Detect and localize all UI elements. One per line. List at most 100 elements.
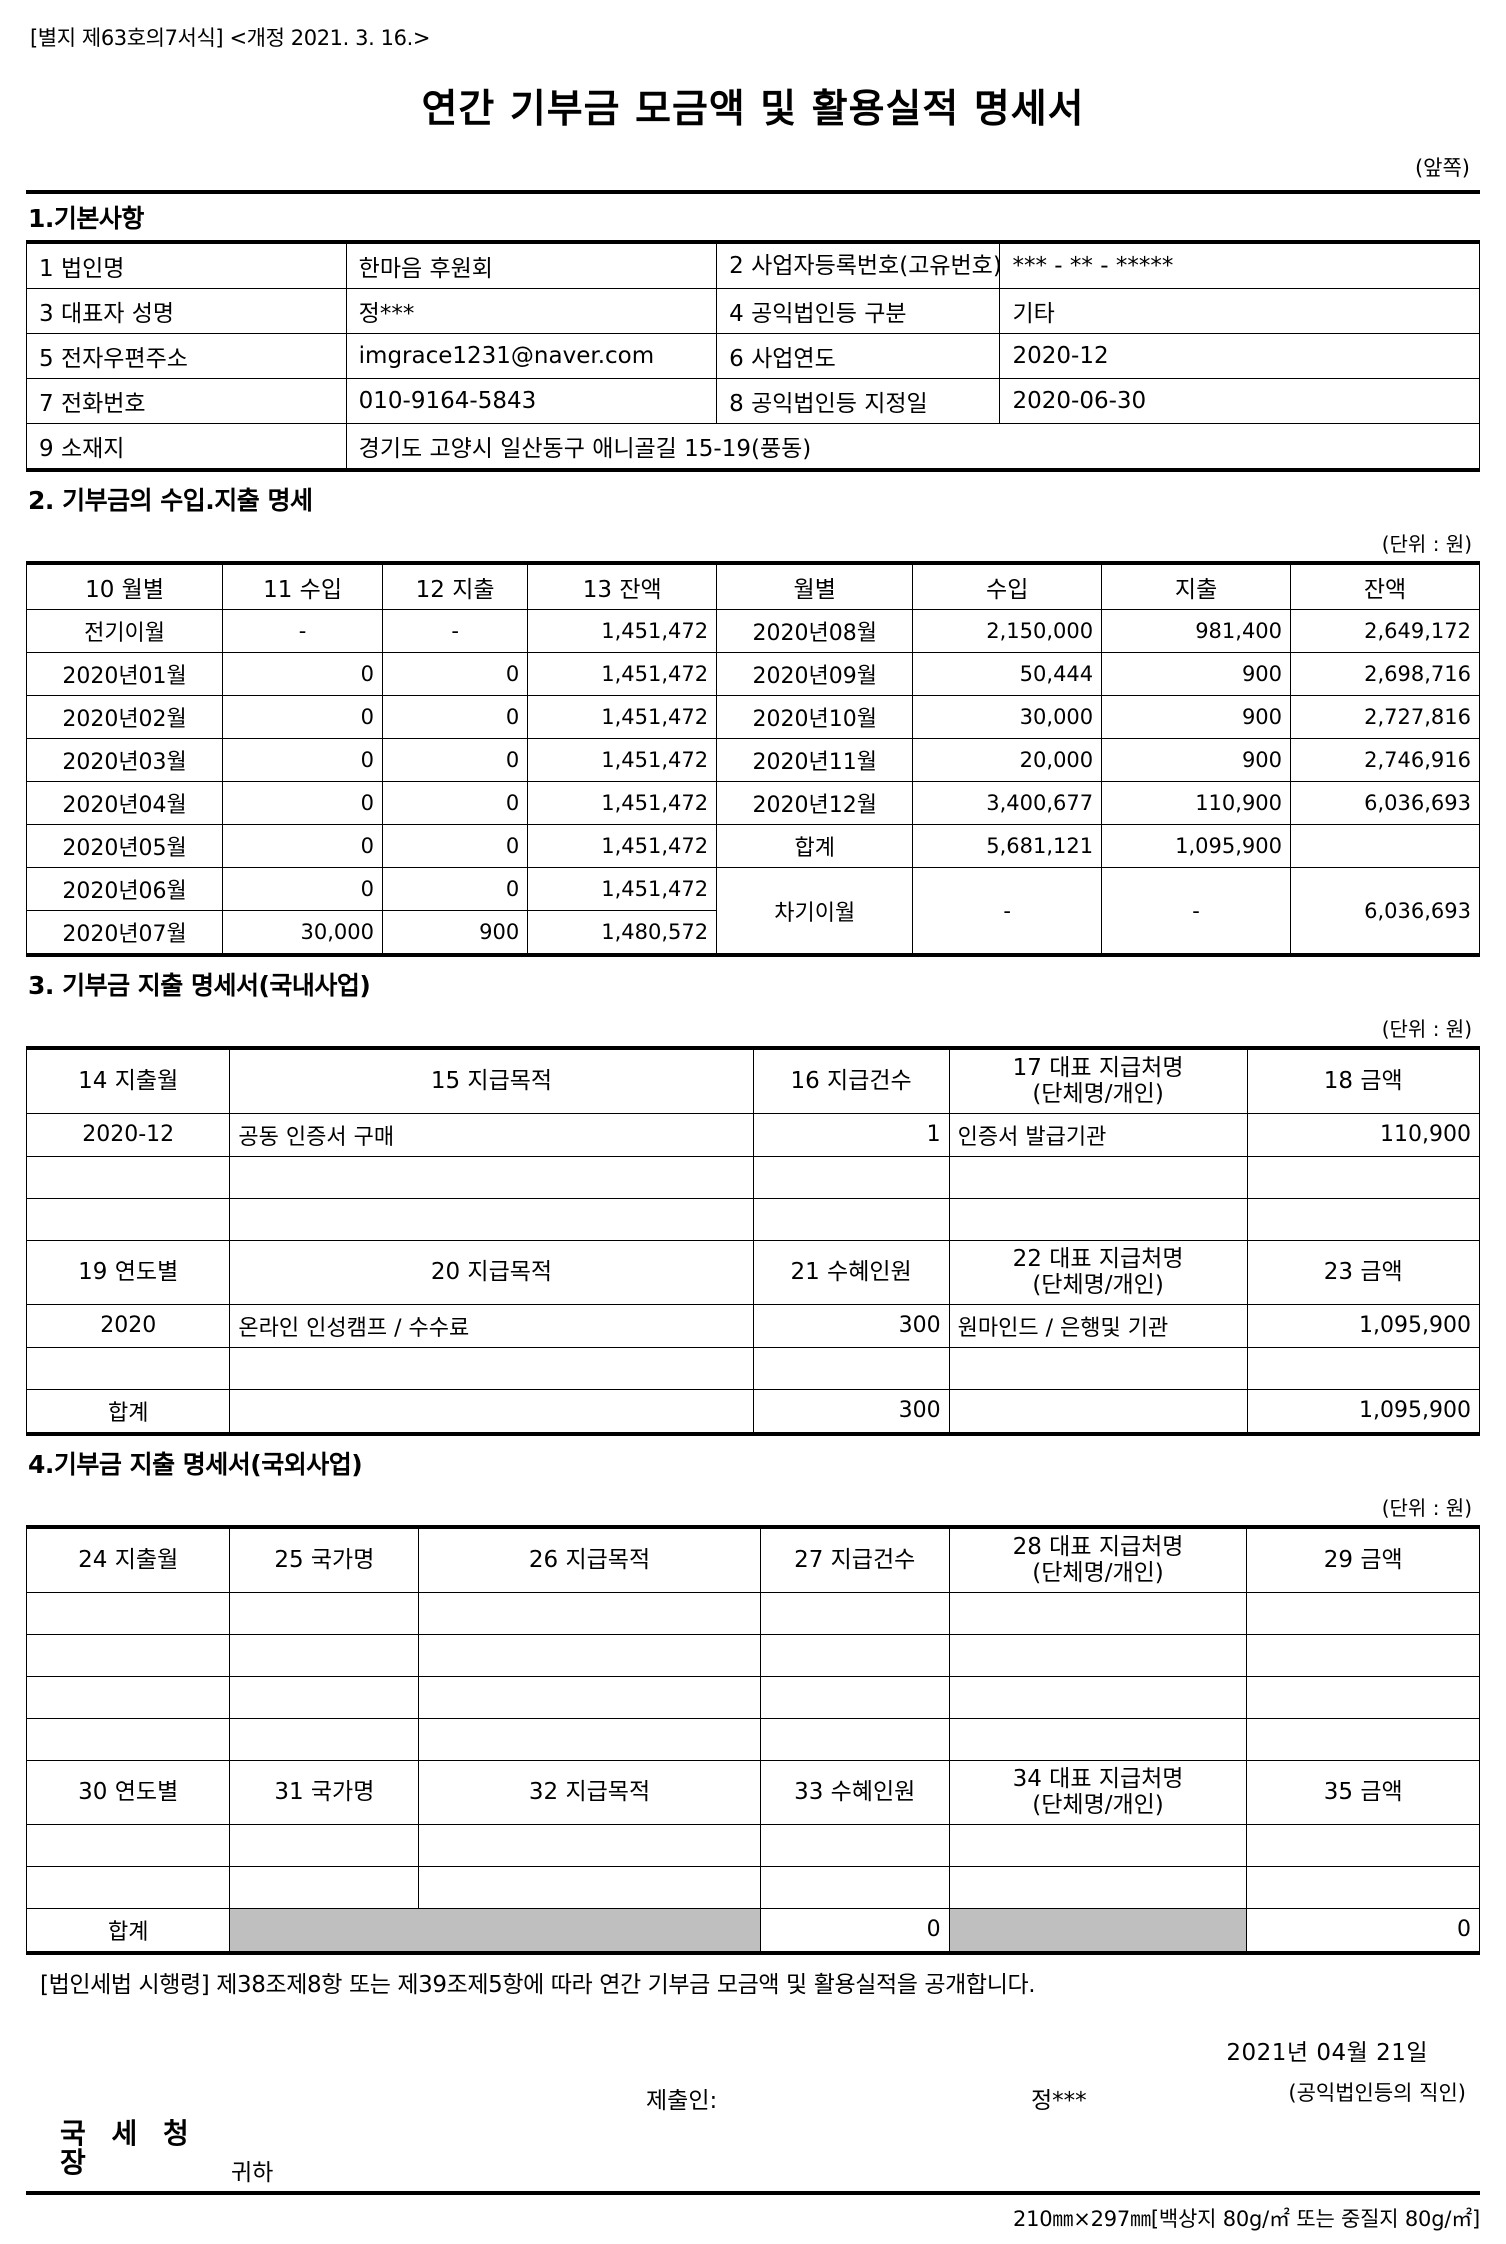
submission-date: 2021년 04월 21일 bbox=[1226, 2039, 1428, 2066]
col-header-year: 19 연도별 bbox=[25, 1239, 231, 1305]
cell-payment-purpose-overseas bbox=[418, 1633, 761, 1677]
recipient-agency: 국 세 청 장 bbox=[60, 2116, 197, 2179]
field-label-corp-name: 1 법인명 bbox=[26, 241, 347, 289]
cell-month: 2020년04월 bbox=[25, 781, 224, 825]
col-header-payee-line2: (단체명/개인) bbox=[1032, 1081, 1164, 1108]
cell-payee-overseas bbox=[948, 1717, 1248, 1761]
cell-year-overseas bbox=[25, 1823, 231, 1867]
col-header-balance-right: 잔액 bbox=[1290, 562, 1480, 610]
table-row: 전기이월 - - 1,451,472 2020년08월 2,150,000 98… bbox=[25, 609, 1480, 653]
cell-country bbox=[229, 1591, 420, 1635]
cell-payee-yearly: 원마인드 / 은행및 기관 bbox=[948, 1303, 1248, 1348]
cell-balance: 1,451,472 bbox=[527, 738, 718, 782]
cell-payment-purpose-yearly bbox=[229, 1346, 754, 1390]
section-3-heading: 3. 기부금 지출 명세서(국내사업) bbox=[28, 971, 371, 1000]
cell-payment-count: 1 bbox=[752, 1112, 950, 1157]
table-row bbox=[25, 1865, 1480, 1909]
field-value-corp-name: 한마음 후원회 bbox=[345, 241, 718, 289]
table-total-row: 합계 300 1,095,900 bbox=[25, 1388, 1480, 1435]
cell-total-label-overseas: 합계 bbox=[25, 1907, 231, 1953]
cell-country bbox=[229, 1717, 420, 1761]
signature-block: 2021년 04월 21일 제출인: 정*** (공익법인등의 직인) 국 세 … bbox=[26, 2033, 1480, 2186]
cell-expense: 900 bbox=[1101, 652, 1292, 696]
section-1-heading: 1.기본사항 bbox=[26, 190, 1480, 240]
cell-payment-purpose bbox=[229, 1155, 754, 1199]
cell-balance: 1,451,472 bbox=[527, 695, 718, 739]
recipient-agency-suffix: 귀하 bbox=[231, 2159, 274, 2186]
col-header-beneficiaries-overseas: 33 수혜인원 bbox=[759, 1759, 950, 1825]
cell-expense: - bbox=[381, 609, 529, 653]
cell-expense: 0 bbox=[381, 695, 529, 739]
cell-balance: 1,451,472 bbox=[527, 867, 718, 911]
cell-month: 2020년01월 bbox=[25, 652, 224, 696]
cell-total-income: 5,681,121 bbox=[912, 824, 1103, 868]
cell-payment-count bbox=[752, 1197, 950, 1241]
col-header-expense-left: 12 지출 bbox=[381, 562, 529, 610]
cell-income: 0 bbox=[222, 867, 383, 911]
field-label-biz-number: 2 사업자등록번호(고유번호) bbox=[716, 241, 1001, 289]
col-header-payment-count: 16 지급건수 bbox=[752, 1047, 950, 1114]
col-header-amount-overseas-yearly: 35 금액 bbox=[1246, 1759, 1480, 1825]
col-header-income-left: 11 수입 bbox=[222, 562, 383, 610]
cell-total-beneficiaries: 300 bbox=[752, 1388, 950, 1435]
cell-month: 2020년09월 bbox=[716, 652, 914, 696]
cell-balance: 6,036,693 bbox=[1290, 781, 1480, 825]
table-row bbox=[25, 1717, 1480, 1761]
field-value-org-type: 기타 bbox=[999, 288, 1480, 334]
col-header-payee-overseas-line1: 28 대표 지급처명 bbox=[1012, 1533, 1184, 1560]
cell-payment-count-overseas bbox=[759, 1675, 950, 1719]
table-row bbox=[25, 1633, 1480, 1677]
cell-balance: 2,746,916 bbox=[1290, 738, 1480, 782]
cell-expense: 110,900 bbox=[1101, 781, 1292, 825]
cell-month: 2020년02월 bbox=[25, 695, 224, 739]
cell-year-overseas bbox=[25, 1865, 231, 1909]
cell-expense-month-overseas bbox=[25, 1591, 231, 1635]
col-header-payee-yearly-line2: (단체명/개인) bbox=[1032, 1272, 1164, 1299]
cell-balance: 2,698,716 bbox=[1290, 652, 1480, 696]
cell-expense-month-overseas bbox=[25, 1675, 231, 1719]
cell-payment-count bbox=[752, 1155, 950, 1199]
table-row: 5 전자우편주소 imgrace1231@naver.com 6 사업연도 20… bbox=[26, 333, 1480, 379]
col-header-amount: 18 금액 bbox=[1246, 1047, 1480, 1114]
cell-total-beneficiaries-overseas: 0 bbox=[759, 1907, 950, 1953]
form-code: [별지 제63호의7서식] <개정 2021. 3. 16.> bbox=[30, 26, 431, 50]
cell-expense: 900 bbox=[1101, 738, 1292, 782]
cell-payment-purpose-overseas bbox=[418, 1717, 761, 1761]
cell-expense-month bbox=[25, 1155, 231, 1199]
table-header-row: 24 지출월 25 국가명 26 지급목적 27 지급건수 28 대표 지급처명… bbox=[25, 1526, 1480, 1593]
field-value-address: 경기도 고양시 일산동구 애니골길 15-19(풍동) bbox=[345, 423, 1481, 471]
col-header-payee-yearly: 22 대표 지급처명 (단체명/개인) bbox=[948, 1239, 1248, 1305]
table-row: 2020-12 공동 인증서 구매 1 인증서 발급기관 110,900 bbox=[25, 1112, 1480, 1157]
cell-beneficiaries bbox=[752, 1346, 950, 1390]
col-header-payee: 17 대표 지급처명 (단체명/개인) bbox=[948, 1047, 1248, 1114]
table-row: 7 전화번호 010-9164-5843 8 공익법인등 지정일 2020-06… bbox=[26, 378, 1480, 424]
cell-payee-overseas bbox=[948, 1591, 1248, 1635]
col-header-payment-purpose-overseas-yearly: 32 지급목적 bbox=[418, 1759, 761, 1825]
cell-amount bbox=[1246, 1155, 1480, 1199]
cell-amount-overseas-yearly bbox=[1246, 1823, 1480, 1867]
cell-expense: 0 bbox=[381, 652, 529, 696]
cell-amount-overseas bbox=[1246, 1675, 1480, 1719]
cell-payment-count-overseas bbox=[759, 1591, 950, 1635]
col-header-payee-overseas: 28 대표 지급처명 (단체명/개인) bbox=[948, 1526, 1248, 1593]
table-row: 2020년01월 0 0 1,451,472 2020년09월 50,444 9… bbox=[25, 652, 1480, 696]
field-value-rep-name: 정*** bbox=[345, 288, 718, 334]
cell-income: 30,000 bbox=[912, 695, 1103, 739]
col-header-payee-yearly-line1: 22 대표 지급처명 bbox=[1012, 1245, 1184, 1272]
cell-income: 2,150,000 bbox=[912, 609, 1103, 653]
col-header-expense-month: 14 지출월 bbox=[25, 1047, 231, 1114]
cell-beneficiaries: 300 bbox=[752, 1303, 950, 1348]
section-3-unit-note: (단위 : 원) bbox=[1381, 1017, 1472, 1041]
cell-month: 2020년08월 bbox=[716, 609, 914, 653]
col-header-amount-yearly: 23 금액 bbox=[1246, 1239, 1480, 1305]
table-row bbox=[25, 1675, 1480, 1719]
cell-expense: 981,400 bbox=[1101, 609, 1292, 653]
field-value-phone: 010-9164-5843 bbox=[345, 378, 718, 424]
table-row: 2020년02월 0 0 1,451,472 2020년10월 30,000 9… bbox=[25, 695, 1480, 739]
cell-expense-month-overseas bbox=[25, 1717, 231, 1761]
field-label-address: 9 소재지 bbox=[26, 423, 347, 471]
cell-month: 2020년11월 bbox=[716, 738, 914, 782]
cell-expense-month bbox=[25, 1197, 231, 1241]
cell-beneficiaries-overseas bbox=[759, 1823, 950, 1867]
cell-month: 2020년10월 bbox=[716, 695, 914, 739]
